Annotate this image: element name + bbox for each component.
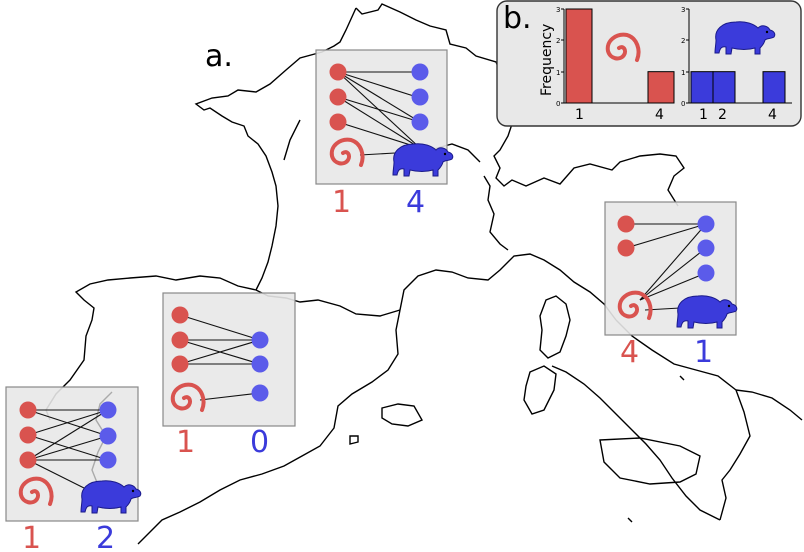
count-blue-italy: 1 — [694, 335, 713, 370]
blue-node — [99, 451, 117, 469]
ytick-3: 3 — [556, 6, 560, 14]
interaction-links — [27, 409, 109, 491]
red-node — [19, 451, 37, 469]
blue-node — [697, 264, 715, 282]
blue-node — [411, 88, 429, 106]
region-box-spain — [162, 292, 296, 427]
region-box-france — [315, 49, 454, 185]
blue-node — [411, 63, 429, 81]
xtick-blue-4: 4 — [768, 107, 777, 123]
ytick-0: 0 — [681, 100, 685, 108]
blue-node — [697, 215, 715, 233]
red-node — [19, 401, 37, 419]
blue-node — [99, 401, 117, 419]
interaction-links — [337, 71, 421, 156]
red-node — [617, 239, 635, 257]
bar-red-4 — [647, 71, 675, 104]
count-blue-spain: 0 — [250, 425, 269, 460]
ytick-1: 1 — [681, 69, 685, 77]
bar-blue-1 — [690, 71, 714, 104]
xtick-blue-1: 1 — [699, 107, 708, 123]
red-node — [329, 63, 347, 81]
blue-node — [697, 239, 715, 257]
bar-red-1 — [565, 8, 593, 104]
count-red-portugal: 1 — [22, 521, 41, 552]
panel-b: b. Frequency 3 2 1 0 1 4 3 2 — [496, 0, 802, 127]
count-red-france: 1 — [332, 185, 351, 220]
interaction-links — [179, 314, 261, 401]
blue-node — [99, 427, 117, 445]
blue-node — [251, 355, 269, 373]
count-red-italy: 4 — [620, 335, 639, 370]
red-node — [329, 88, 347, 106]
red-node — [171, 331, 189, 349]
region-box-portugal — [5, 386, 142, 522]
count-red-spain: 1 — [176, 425, 195, 460]
red-node — [171, 355, 189, 373]
ytick-1: 1 — [556, 69, 560, 77]
panel-a-label: a. — [205, 39, 233, 74]
red-node — [19, 426, 37, 444]
ytick-3: 3 — [681, 6, 685, 14]
ytick-0: 0 — [556, 100, 560, 108]
blue-node — [411, 113, 429, 131]
xtick-red-1: 1 — [575, 107, 584, 123]
xtick-blue-2: 2 — [718, 107, 727, 123]
map-outline — [45, 3, 803, 545]
count-blue-portugal: 2 — [96, 521, 115, 552]
ytick-2: 2 — [681, 37, 685, 45]
region-box-italy — [604, 201, 738, 336]
red-node — [617, 215, 635, 233]
blue-node — [251, 331, 269, 349]
count-blue-france: 4 — [406, 185, 425, 220]
red-node — [171, 306, 189, 324]
blue-node — [251, 384, 269, 402]
y-axis-label: Frequency — [539, 24, 555, 96]
red-node — [329, 113, 347, 131]
panel-b-label: b. — [503, 1, 532, 36]
ytick-2: 2 — [556, 37, 560, 45]
bar-blue-4 — [762, 71, 786, 104]
bar-blue-2 — [712, 71, 736, 104]
xtick-red-4: 4 — [655, 107, 664, 123]
